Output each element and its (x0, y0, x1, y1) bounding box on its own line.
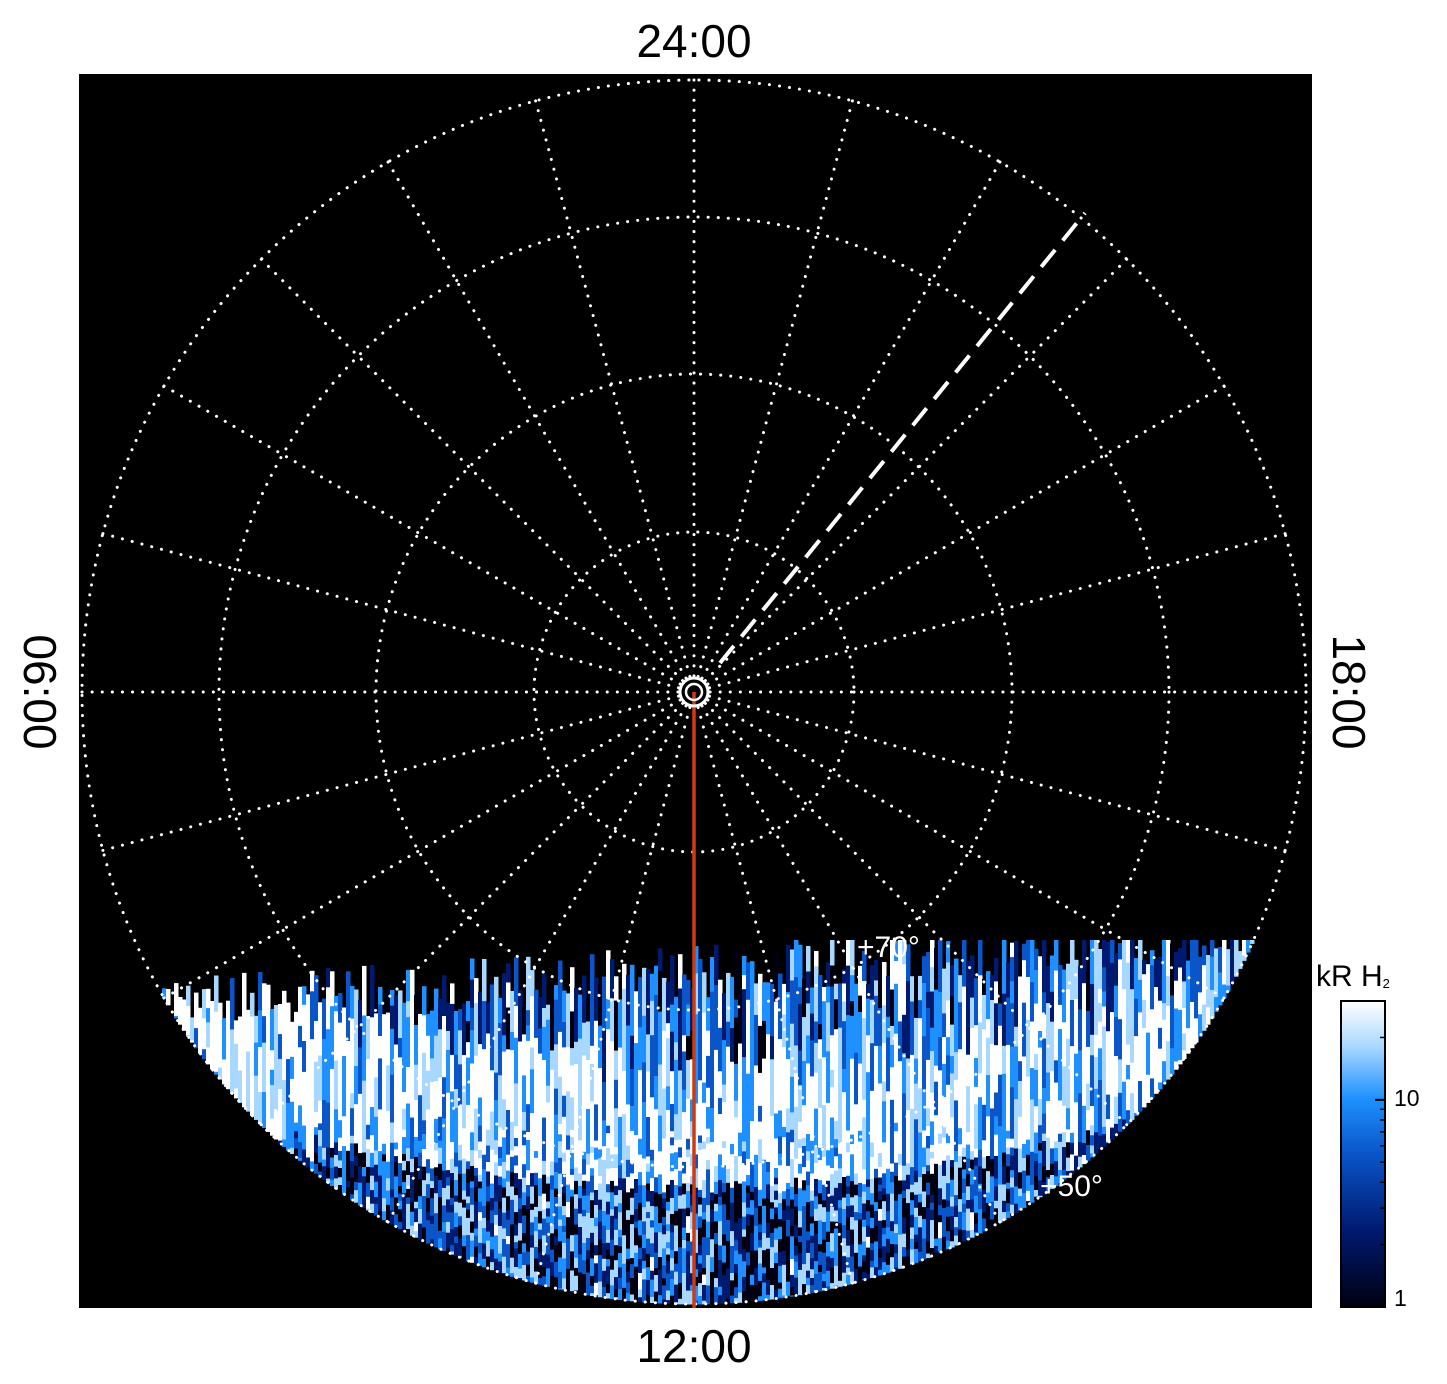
local-time-label-24: 24:00 (636, 15, 752, 67)
pole-marker-inner (684, 682, 704, 702)
pole-marker-outer (678, 676, 710, 708)
colorbar-tick-label-10: 10 (1394, 1085, 1420, 1111)
latitude-label-50: +50° (1040, 1170, 1103, 1203)
latitude-label-70: +70° (857, 931, 920, 964)
colorbar-ticks (1375, 1000, 1385, 1308)
colorbar-tick-label-1: 1 (1394, 1285, 1407, 1311)
local-time-label-06: 06:00 (14, 634, 66, 750)
local-time-label-12: 12:00 (636, 1320, 752, 1372)
colorbar-unit-label: kR H2 (1316, 960, 1390, 993)
local-time-label-18: 18:00 (1323, 634, 1375, 750)
dashed-local-time-line (718, 211, 1087, 665)
auroral-emission-map (162, 940, 1255, 1305)
colorbar (1340, 1000, 1386, 1308)
